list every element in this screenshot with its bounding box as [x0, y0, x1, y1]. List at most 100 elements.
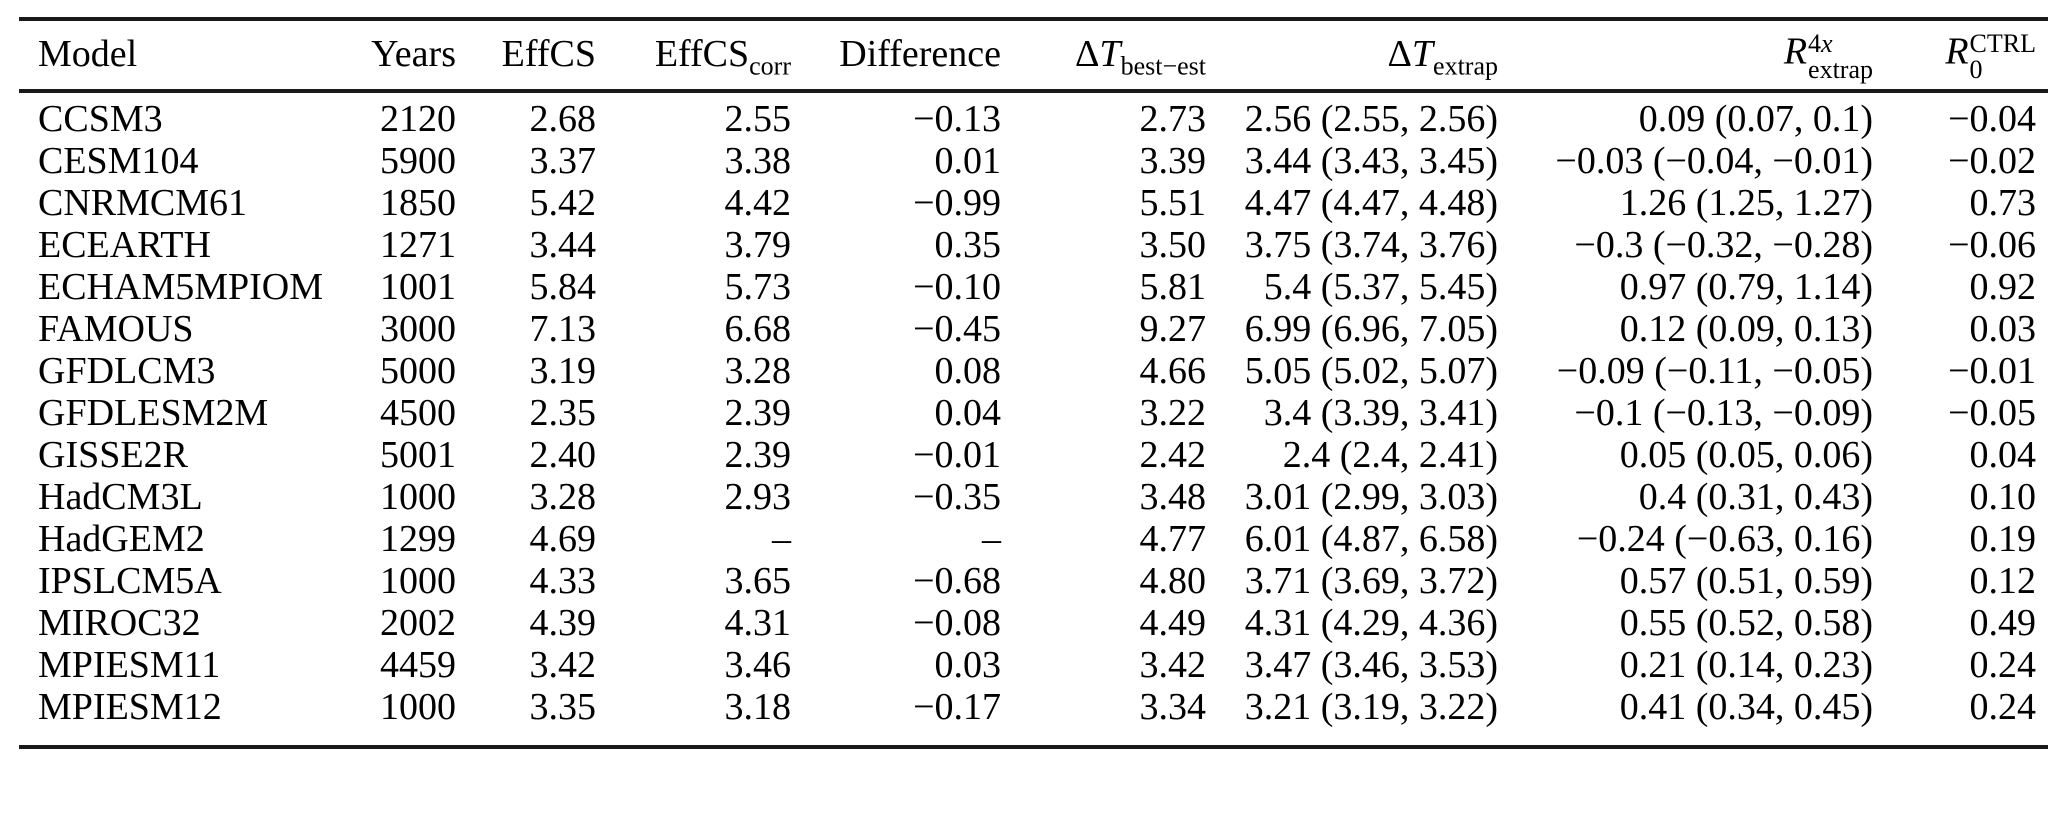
cell-dt-best-est: 3.50	[1139, 224, 1207, 266]
cell-difference: −0.01	[913, 434, 1001, 476]
delta-symbol: Δ	[1074, 33, 1100, 76]
cell-difference: −0.08	[913, 602, 1001, 644]
cell-r0-ctrl: −0.06	[1948, 224, 2036, 266]
cell-effcs-corr: 3.65	[724, 560, 792, 602]
column-header-years: Years	[371, 33, 456, 76]
table-body: CCSM3 2120 2.68 2.55 −0.13 2.73 2.56 (2.…	[19, 91, 2048, 747]
cell-model: MIROC32	[38, 602, 201, 644]
column-header-difference: Difference	[839, 33, 1001, 76]
r0-ctrl-scripts: CTRL 0	[1970, 31, 2036, 83]
r0-ctrl-subscript: 0	[1969, 55, 1983, 84]
cell-r0-ctrl: −0.01	[1948, 350, 2036, 392]
cell-difference: 0.35	[934, 224, 1002, 266]
cell-r4x-extrap: 0.97 (0.79, 1.14)	[1619, 266, 1873, 308]
temperature-variable: T	[1099, 33, 1121, 76]
cell-model: MPIESM11	[38, 644, 221, 686]
cell-years: 1271	[380, 224, 456, 266]
table-row: MPIESM11 4459 3.42 3.46 0.03 3.42 3.47 (…	[19, 644, 2048, 686]
radiation-variable: R	[1783, 30, 1808, 73]
cell-difference: 0.03	[934, 644, 1002, 686]
cell-difference: −0.13	[913, 98, 1001, 140]
cell-dt-extrap: 4.31 (4.29, 4.36)	[1244, 602, 1498, 644]
cell-years: 5000	[380, 350, 456, 392]
cell-effcs: 5.84	[529, 266, 597, 308]
cell-dt-extrap: 6.99 (6.96, 7.05)	[1244, 308, 1498, 350]
table-row: IPSLCM5A 1000 4.33 3.65 −0.68 4.80 3.71 …	[19, 560, 2048, 602]
cell-effcs-corr: 2.39	[724, 392, 792, 434]
cell-effcs: 2.40	[529, 434, 597, 476]
cell-r4x-extrap: 0.21 (0.14, 0.23)	[1619, 644, 1873, 686]
r4x-extrap-scripts: 4x extrap	[1808, 31, 1873, 83]
cell-effcs-corr: 4.42	[724, 182, 792, 224]
cell-difference: 0.08	[934, 350, 1002, 392]
column-header-r4x-extrap: R 4x extrap	[1498, 19, 1873, 91]
column-header-dt-extrap: ΔTextrap	[1206, 19, 1498, 91]
cell-model: ECEARTH	[38, 224, 211, 266]
cell-r4x-extrap: 0.05 (0.05, 0.06)	[1619, 434, 1873, 476]
cell-difference: −0.99	[913, 182, 1001, 224]
cell-r0-ctrl: 0.49	[1969, 602, 2037, 644]
r4x-extrap-subscript: extrap	[1808, 55, 1873, 84]
cell-effcs-corr: 6.68	[724, 308, 792, 350]
temperature-variable: T	[1411, 33, 1434, 76]
cell-effcs-corr: 3.38	[724, 140, 792, 182]
cell-r0-ctrl: 0.24	[1969, 686, 2037, 728]
cell-effcs-corr: 3.18	[724, 686, 792, 728]
cell-r4x-extrap: 0.4 (0.31, 0.43)	[1638, 476, 1873, 518]
radiation-variable: R	[1945, 30, 1969, 73]
cell-model: MPIESM12	[38, 686, 222, 728]
cell-r0-ctrl: −0.05	[1948, 392, 2036, 434]
cell-difference: −0.68	[913, 560, 1001, 602]
paper-table: Model Years EffCS EffCScorr Difference Δ…	[19, 17, 2048, 749]
cell-dt-extrap: 4.47 (4.47, 4.48)	[1244, 182, 1498, 224]
cell-dt-extrap: 3.75 (3.74, 3.76)	[1244, 224, 1498, 266]
cell-dt-best-est: 3.39	[1139, 140, 1207, 182]
cell-r4x-extrap: 0.12 (0.09, 0.13)	[1619, 308, 1873, 350]
cell-r0-ctrl: 0.10	[1969, 476, 2037, 518]
cell-difference: −0.45	[913, 308, 1001, 350]
cell-dt-extrap: 5.4 (5.37, 5.45)	[1263, 266, 1498, 308]
cell-dt-best-est: 2.73	[1139, 98, 1207, 140]
cell-effcs: 3.35	[529, 686, 597, 728]
table-header: Model Years EffCS EffCScorr Difference Δ…	[19, 19, 2048, 91]
cell-years: 3000	[380, 308, 456, 350]
cell-effcs: 7.13	[529, 308, 597, 350]
cell-model: CNRMCM61	[38, 182, 248, 224]
table-row: CNRMCM61 1850 5.42 4.42 −0.99 5.51 4.47 …	[19, 182, 2048, 224]
cell-effcs: 2.68	[529, 98, 597, 140]
table-row: MPIESM12 1000 3.35 3.18 −0.17 3.34 3.21 …	[19, 686, 2048, 747]
cell-dt-extrap: 3.4 (3.39, 3.41)	[1263, 392, 1498, 434]
cell-difference: –	[982, 518, 1001, 560]
cell-r0-ctrl: 0.73	[1969, 182, 2037, 224]
cell-r4x-extrap: −0.03 (−0.04, −0.01)	[1555, 140, 1873, 182]
cell-effcs-corr: 2.93	[724, 476, 792, 518]
cell-r0-ctrl: 0.04	[1969, 434, 2037, 476]
cell-dt-extrap: 6.01 (4.87, 6.58)	[1244, 518, 1498, 560]
column-header-model: Model	[38, 33, 138, 76]
cell-effcs: 3.44	[529, 224, 597, 266]
cell-dt-best-est: 4.80	[1139, 560, 1207, 602]
dt-best-est-subscript: best−est	[1120, 51, 1206, 81]
column-header-r0-ctrl: R CTRL 0	[1873, 19, 2048, 91]
cell-r4x-extrap: −0.1 (−0.13, −0.09)	[1574, 392, 1873, 434]
cell-r4x-extrap: 0.55 (0.52, 0.58)	[1619, 602, 1873, 644]
cell-effcs-corr: 4.31	[724, 602, 792, 644]
cell-difference: 0.04	[934, 392, 1002, 434]
cell-r0-ctrl: 0.03	[1969, 308, 2037, 350]
cell-difference: −0.10	[913, 266, 1001, 308]
table-row: GFDLCM3 5000 3.19 3.28 0.08 4.66 5.05 (5…	[19, 350, 2048, 392]
cell-effcs-corr: 3.79	[724, 224, 792, 266]
table-row: ECEARTH 1271 3.44 3.79 0.35 3.50 3.75 (3…	[19, 224, 2048, 266]
cell-effcs: 4.39	[529, 602, 597, 644]
cell-effcs: 3.37	[529, 140, 597, 182]
cell-effcs: 3.28	[529, 476, 597, 518]
header-row: Model Years EffCS EffCScorr Difference Δ…	[19, 19, 2048, 91]
column-header-effcs-corr: EffCScorr	[596, 19, 791, 91]
cell-r0-ctrl: −0.02	[1948, 140, 2036, 182]
superscript-number: 4	[1808, 29, 1822, 58]
cell-dt-best-est: 3.34	[1139, 686, 1207, 728]
cell-dt-best-est: 2.42	[1139, 434, 1207, 476]
cell-effcs-corr: 3.46	[724, 644, 792, 686]
cell-dt-extrap: 5.05 (5.02, 5.07)	[1244, 350, 1498, 392]
table-row: GISSE2R 5001 2.40 2.39 −0.01 2.42 2.4 (2…	[19, 434, 2048, 476]
